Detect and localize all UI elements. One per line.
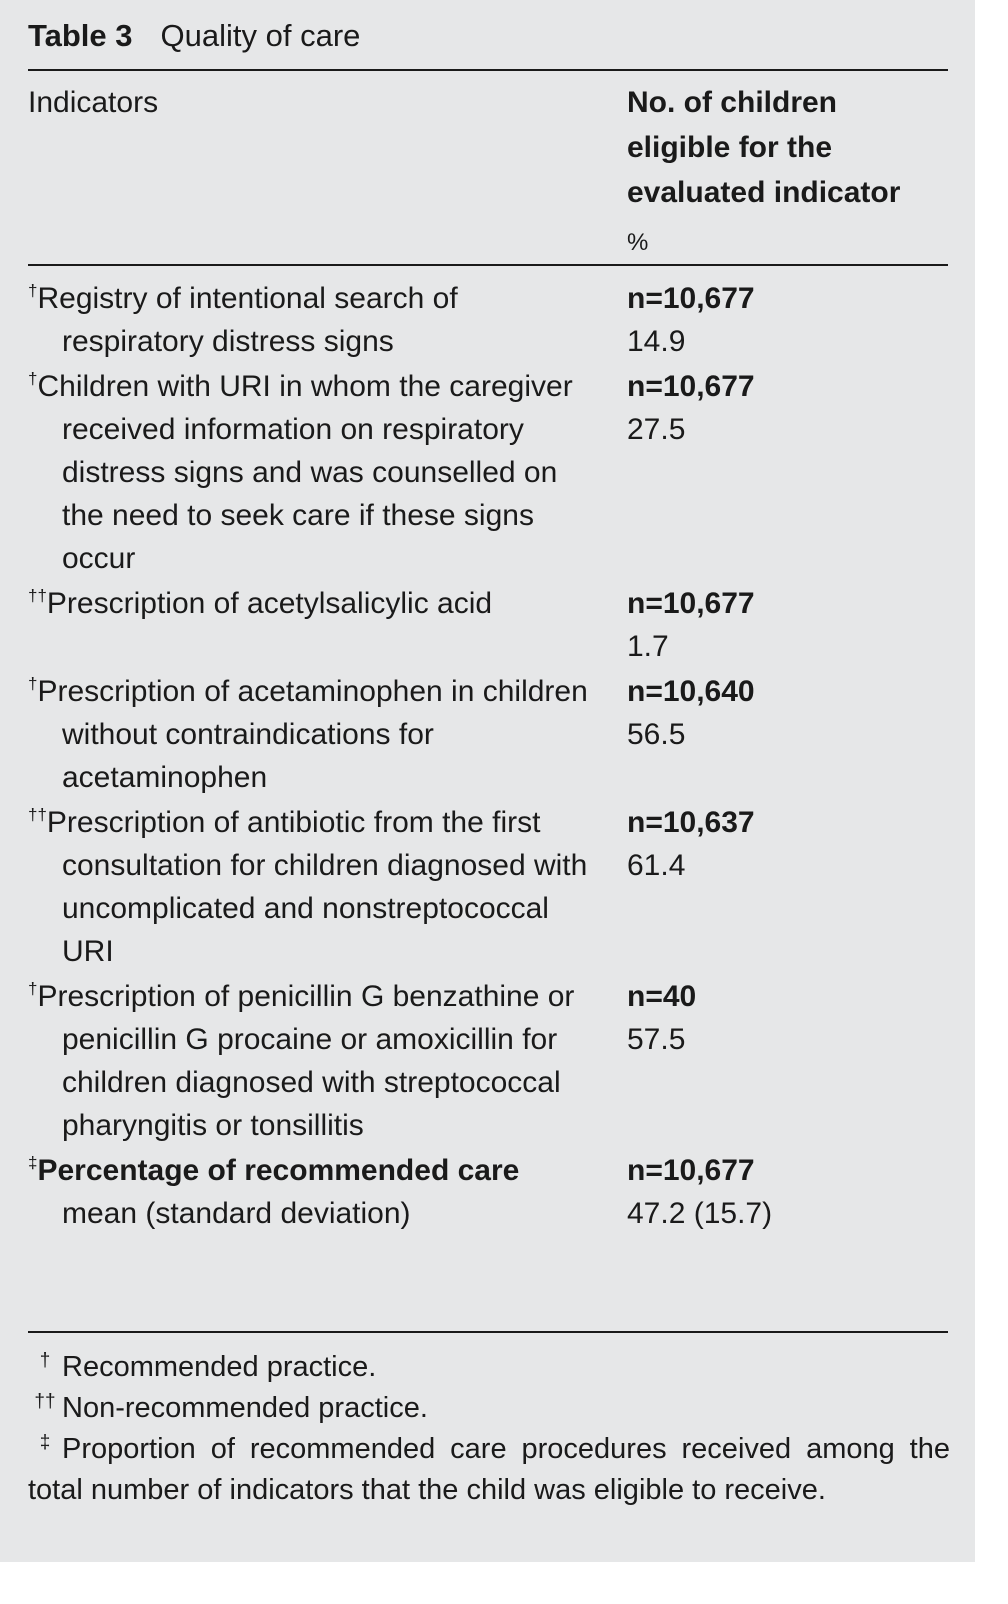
percent-value: 47.2 (15.7): [627, 1197, 773, 1230]
table-title: Table 3 Quality of care: [28, 18, 360, 54]
rule: [28, 1331, 948, 1333]
indicator-cell: ††Prescription of acetylsalicylic acid: [28, 582, 600, 668]
indicator-cell: †Prescription of penicillin G benzathine…: [28, 975, 600, 1147]
eligible-count: n=10,677: [627, 1154, 755, 1187]
indicator-text: Prescription of acetylsalicylic acid: [46, 587, 493, 620]
indicator-text: Percentage of recommended care: [37, 1154, 520, 1187]
indicator-text: Prescription of antibiotic from the firs…: [46, 806, 588, 968]
indicator-text: Prescription of acetaminophen in childre…: [37, 675, 588, 794]
eligible-count: n=10,637: [627, 806, 755, 839]
rule: [28, 69, 948, 71]
value-cell: n=40 57.5: [627, 975, 947, 1147]
percent-value: 1.7: [627, 630, 669, 663]
footnote-mark: †: [28, 979, 38, 998]
percent-value: 27.5: [627, 413, 686, 446]
indicator-cell: †Registry of intentional search of respi…: [28, 277, 600, 363]
percent-value: 56.5: [627, 718, 686, 751]
header-cell: Indicators: [28, 86, 159, 119]
indicator-cell: ‡Percentage of recommended care mean (st…: [28, 1149, 600, 1235]
table-row: †Registry of intentional search of respi…: [28, 277, 948, 363]
value-cell: n=10,677 47.2 (15.7): [627, 1149, 947, 1235]
indicator-cell: †Children with URI in whom the caregiver…: [28, 365, 600, 580]
footnotes: † Recommended practice. †† Non-recommended …: [28, 1347, 950, 1511]
table-row: ††Prescription of antibiotic from the fi…: [28, 801, 948, 973]
value-cell: n=10,640 56.5: [627, 670, 947, 799]
table-panel: Table 3 Quality of care Indicators No. of…: [0, 0, 975, 1562]
footnote-mark: †: [28, 369, 38, 388]
percent-value: 61.4: [627, 849, 686, 882]
percent-value: 57.5: [627, 1023, 686, 1056]
table-row: †Prescription of penicillin G benzathine…: [28, 975, 948, 1147]
indicator-text: Prescription of penicillin G benzathine …: [37, 980, 575, 1142]
eligible-count: n=10,640: [627, 675, 755, 708]
footnote-mark: ††: [28, 805, 47, 824]
footnote: † Recommended practice.: [39, 1350, 377, 1383]
footnote-mark: †: [28, 281, 38, 300]
header-cell: No. of children eligible for the evaluat…: [627, 86, 901, 209]
eligible-count: n=10,677: [627, 282, 755, 315]
eligible-count: n=10,677: [627, 587, 755, 620]
footnote-mark: ††: [28, 586, 47, 605]
indicator-note: mean (standard deviation): [62, 1197, 411, 1230]
footnote-text: Proportion of recommended care procedure…: [28, 1433, 950, 1506]
value-cell: n=10,677 1.7: [627, 582, 947, 668]
indicator-text: Registry of intentional search of respir…: [37, 282, 458, 358]
footnote-mark: ‡: [28, 1153, 38, 1172]
percent-value: 14.9: [627, 325, 686, 358]
indicator-cell: ††Prescription of antibiotic from the fi…: [28, 801, 600, 973]
footnote-mark: †: [28, 674, 38, 693]
eligible-count: n=40: [627, 980, 697, 1013]
value-cell: n=10,677 27.5: [627, 365, 947, 580]
eligible-count: n=10,677: [627, 370, 755, 403]
value-cell: n=10,677 14.9: [627, 277, 947, 363]
footnote: †† Non-recommended practice.: [34, 1391, 428, 1424]
rule: [28, 264, 948, 266]
footnote-text: Recommended practice.: [62, 1351, 377, 1383]
value-cell: n=10,637 61.4: [627, 801, 947, 973]
footnote: ‡ Proportion of recommended care procedur…: [28, 1432, 950, 1506]
table-row: †Children with URI in whom the caregiver…: [28, 365, 948, 580]
table-row: ††Prescription of acetylsalicylic acid n=…: [28, 582, 948, 668]
footnote-text: Non-recommended practice.: [62, 1392, 428, 1424]
table-body: †Registry of intentional search of respi…: [28, 277, 948, 1237]
indicator-text: Children with URI in whom the caregiver …: [37, 370, 573, 575]
header-unit: %: [627, 229, 649, 256]
indicator-cell: †Prescription of acetaminophen in childr…: [28, 670, 600, 799]
table-caption: Quality of care: [160, 18, 361, 53]
table-row: †Prescription of acetaminophen in childr…: [28, 670, 948, 799]
table-label: Table 3: [28, 18, 133, 53]
table-row: ‡Percentage of recommended care mean (st…: [28, 1149, 948, 1235]
